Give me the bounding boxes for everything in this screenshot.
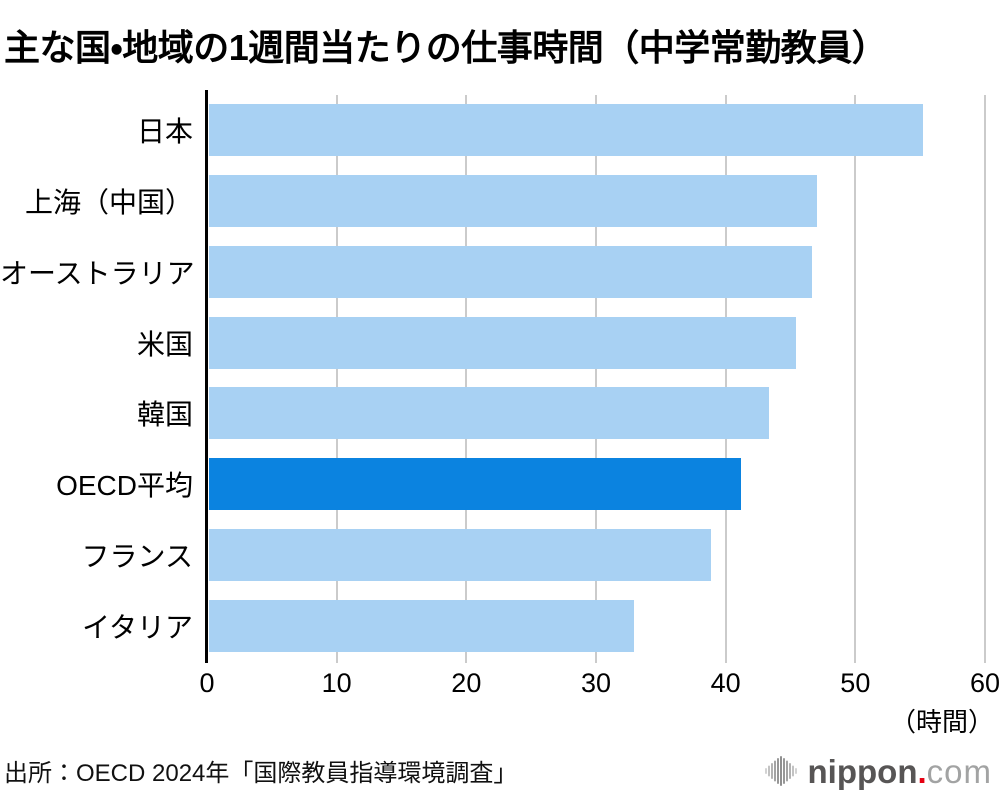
nippon-logo: nippon.com — [764, 754, 992, 788]
brand-tld: com — [926, 752, 992, 790]
bar — [209, 175, 818, 228]
bar-row: 上海（中国） — [0, 166, 1000, 237]
bar-track — [207, 316, 985, 369]
category-label: OECD平均 — [56, 470, 193, 502]
bar-row: 韓国 — [0, 378, 1000, 449]
x-axis-ticks: 0 10 20 30 40 50 60 — [0, 668, 1000, 702]
category-label: オーストラリア — [0, 257, 195, 289]
source-note: 出所：OECD 2024年「国際教員指導環境調査」 — [4, 760, 518, 787]
bar-track — [207, 458, 985, 511]
gridline-10 — [335, 95, 338, 663]
bar — [209, 104, 924, 157]
x-tick-label: 30 — [580, 668, 612, 698]
bar-track — [207, 245, 985, 298]
category-label: イタリア — [82, 611, 193, 643]
bar-row: オーストラリア — [0, 237, 1000, 308]
soundwave-icon — [764, 756, 797, 786]
gridline-30 — [595, 95, 597, 663]
category-label: 韓国 — [136, 399, 193, 431]
gridline-60 — [984, 95, 986, 663]
brand-text: nippon.com — [808, 755, 992, 788]
footer: 出所：OECD 2024年「国際教員指導環境調査」 nippon.com — [0, 753, 1000, 788]
bar — [209, 316, 797, 369]
y-axis-line — [205, 90, 208, 663]
bar-row: OECD平均 — [0, 449, 1000, 520]
x-tick-label: 40 — [710, 668, 741, 698]
bar — [209, 458, 741, 511]
page-title: 主な国・地域の1週間当たりの仕事時間（中学常勤教員） — [4, 27, 888, 69]
category-label: フランス — [81, 540, 193, 572]
bar — [209, 599, 635, 652]
brand-name: nippon — [807, 752, 918, 790]
bar — [209, 528, 711, 581]
bar-chart: 日本上海（中国） オーストラリア米国韓国 OECD平均フランスイタリア 0 10 20 3… — [0, 90, 1000, 750]
bar-row: イタリア — [0, 590, 1000, 661]
x-tick-label: 50 — [840, 668, 871, 698]
x-tick-label: 60 — [969, 668, 1000, 698]
x-tick-label: 10 — [321, 668, 352, 698]
gridline-50 — [854, 95, 857, 663]
bar-track — [207, 175, 985, 228]
x-axis-unit-label: （時間） — [889, 707, 994, 737]
x-tick-label: 20 — [451, 668, 482, 698]
bar-row: 日本 — [0, 95, 1000, 166]
gridline-40 — [724, 95, 727, 663]
category-label: 米国 — [136, 328, 193, 360]
x-tick-label: 0 — [199, 668, 215, 698]
bar-track — [207, 104, 985, 157]
bar — [209, 387, 770, 440]
bar — [209, 245, 812, 298]
brand-dot: . — [917, 752, 927, 790]
category-label: 上海（中国） — [24, 187, 193, 219]
bar-track — [207, 599, 985, 652]
bar-rows: 日本上海（中国） オーストラリア米国韓国 OECD平均フランスイタリア — [0, 95, 1000, 661]
bar-track — [207, 387, 985, 440]
gridline-20 — [465, 95, 468, 663]
bar-row: フランス — [0, 520, 1000, 591]
category-label: 日本 — [136, 116, 193, 148]
bar-track — [207, 528, 985, 581]
bar-row: 米国 — [0, 307, 1000, 378]
